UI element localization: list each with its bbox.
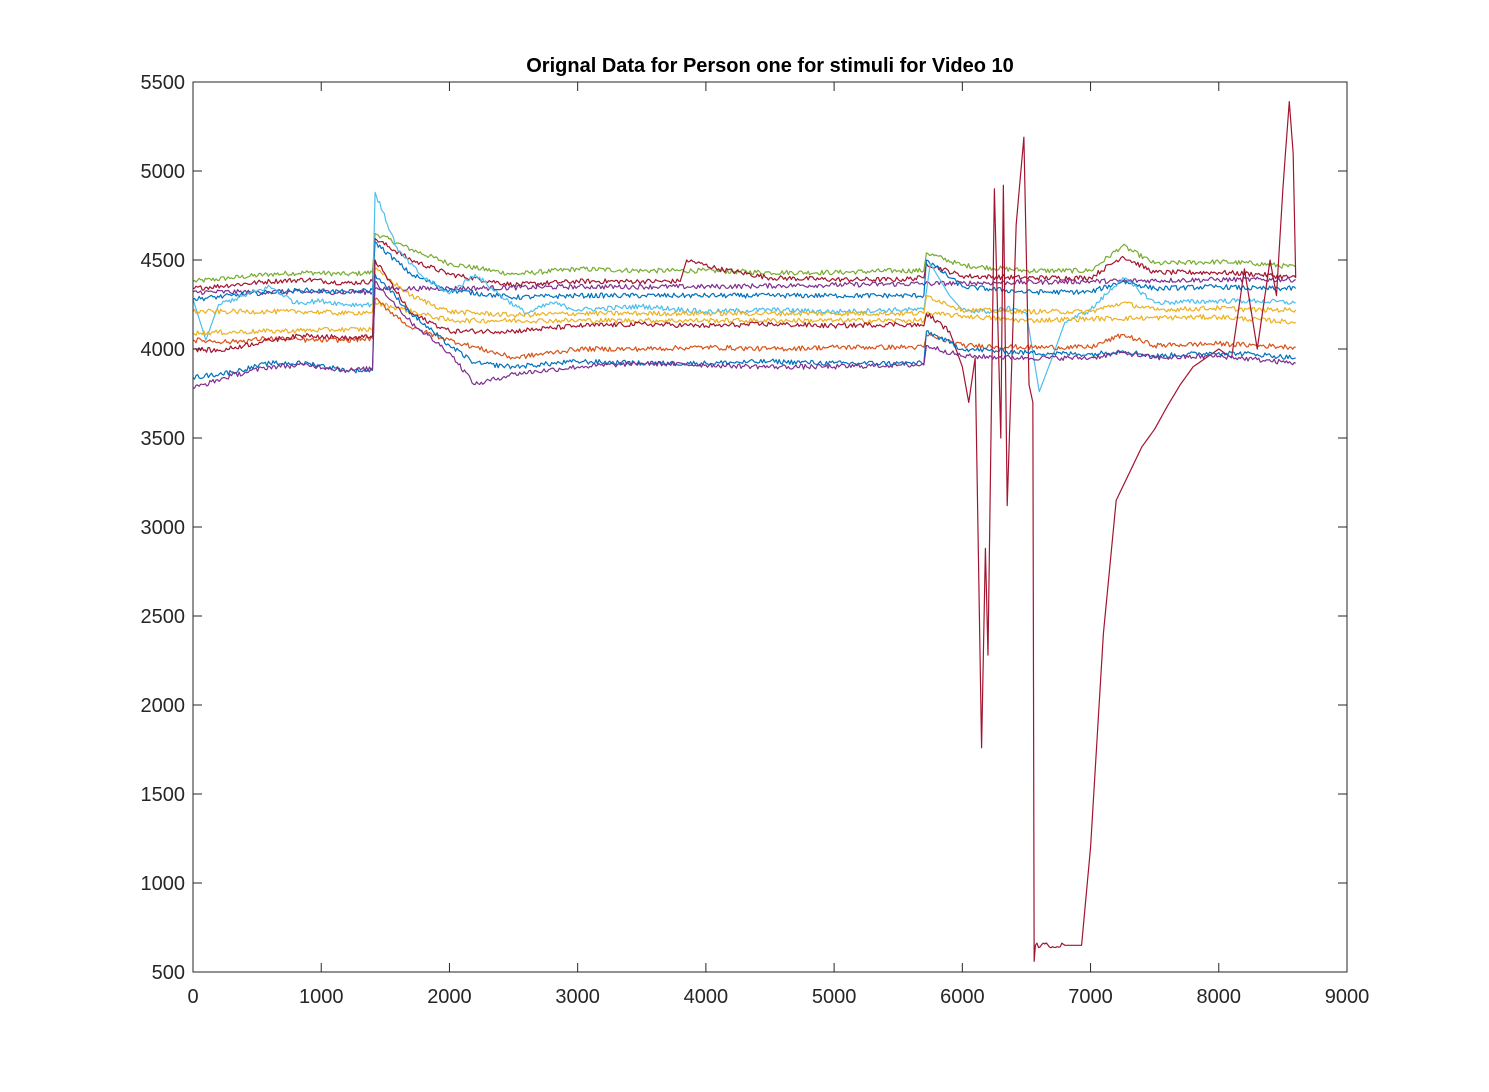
series-line-11 [193, 280, 1296, 389]
chart-title: Orignal Data for Person one for stimuli … [526, 55, 1014, 77]
y-tick-label: 5000 [141, 161, 186, 183]
series-line-9 [193, 100, 1297, 962]
series-line-7 [193, 300, 1297, 336]
x-tick-label: 3000 [555, 986, 600, 1008]
y-tick-label: 3000 [141, 517, 186, 539]
series-line-8 [193, 297, 1296, 360]
series-line-1 [193, 232, 1297, 283]
x-tick-label: 2000 [427, 986, 472, 1008]
y-tick-label: 4000 [141, 339, 186, 361]
y-tick-label: 2000 [141, 695, 186, 717]
y-tick-label: 1500 [141, 784, 186, 806]
x-tick-label: 8000 [1197, 986, 1242, 1008]
series-line-5 [193, 191, 1296, 393]
y-tick-label: 5500 [141, 72, 186, 94]
y-tick-label: 1000 [141, 873, 186, 895]
series-layer [193, 100, 1297, 962]
x-tick-label: 1000 [299, 986, 344, 1008]
series-line-2 [193, 238, 1297, 291]
y-tick-label: 500 [152, 962, 185, 984]
x-tick-label: 9000 [1325, 986, 1370, 1008]
series-line-4 [193, 241, 1297, 302]
series-line-6 [193, 267, 1297, 318]
x-tick-label: 5000 [812, 986, 857, 1008]
x-tick-label: 7000 [1068, 986, 1113, 1008]
y-tick-label: 4500 [141, 250, 186, 272]
ticks-layer: 0 1000 2000 3000 4000 5000 6000 7000 8000 9000 500… [141, 72, 1370, 1008]
y-tick-label: 2500 [141, 606, 186, 628]
x-tick-label: 4000 [684, 986, 729, 1008]
x-tick-label: 6000 [940, 986, 985, 1008]
x-tick-label: 0 [187, 986, 198, 1008]
y-tick-label: 3500 [141, 428, 186, 450]
